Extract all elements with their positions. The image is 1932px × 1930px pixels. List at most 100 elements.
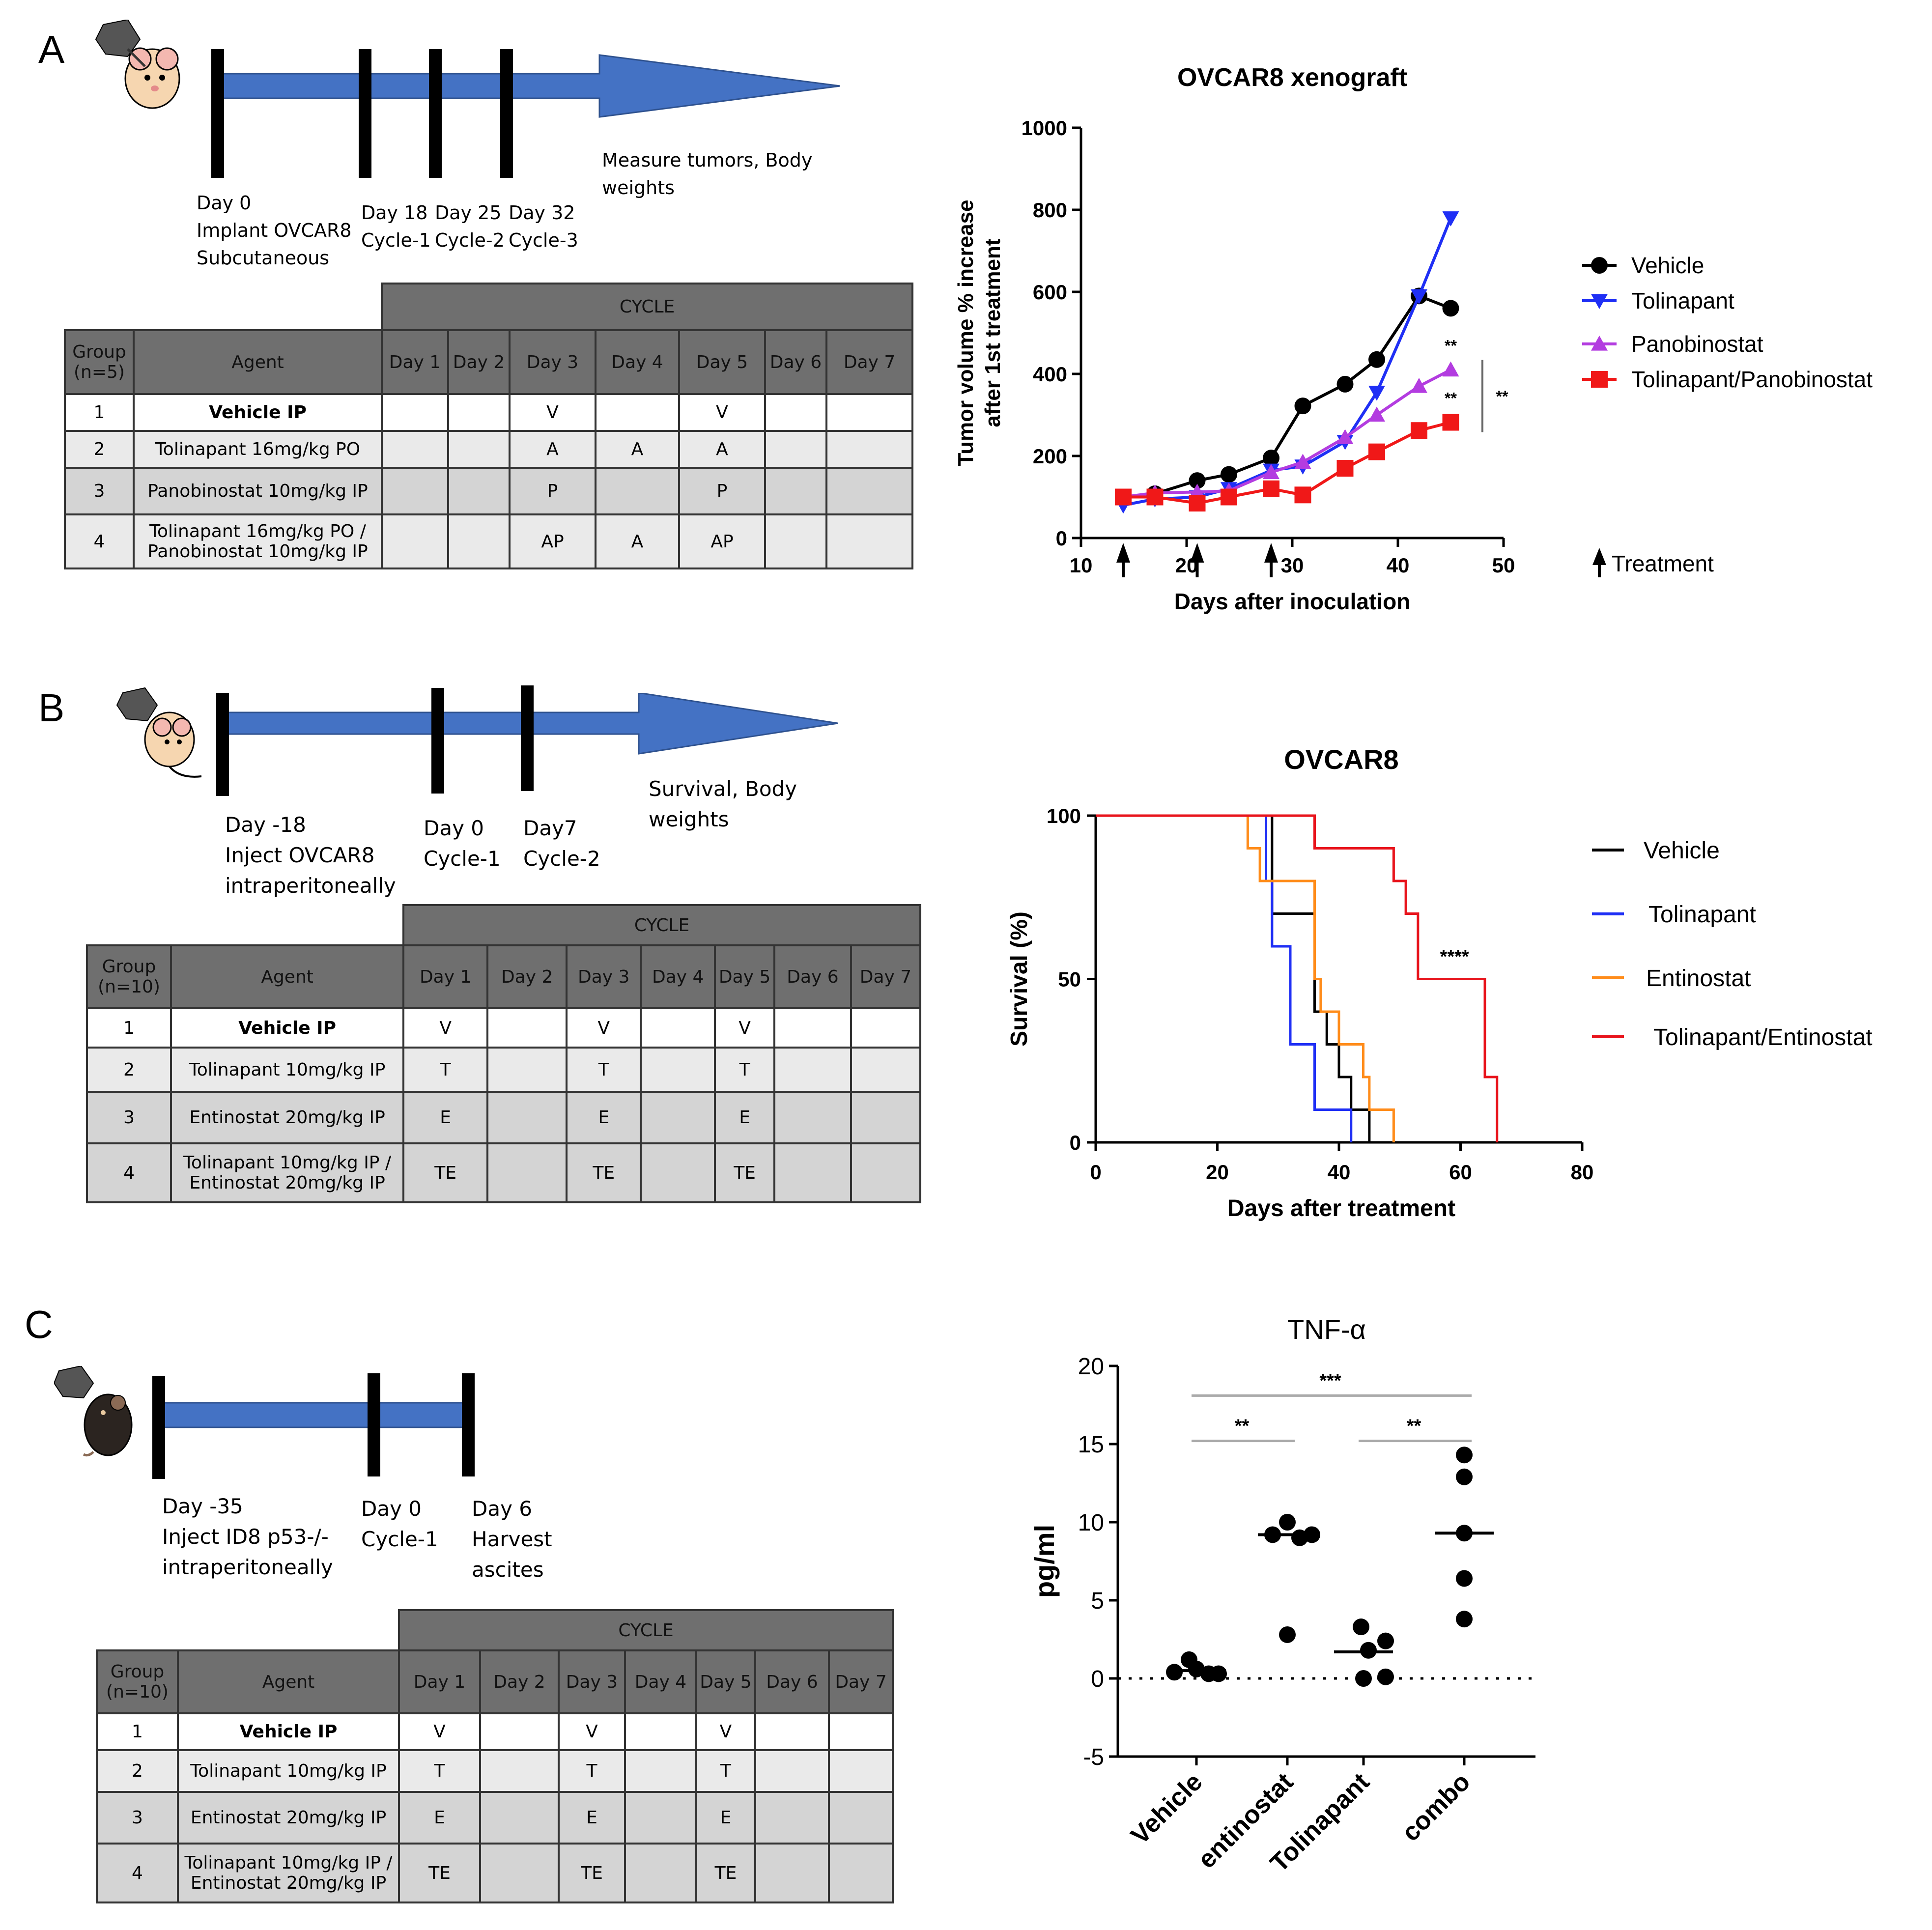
dose-cell <box>850 1047 922 1093</box>
data-point <box>1377 1632 1394 1649</box>
y-tick-label: 0 <box>1091 1666 1104 1692</box>
legend-label: Tolinapant/Entinostat <box>1653 1024 1873 1050</box>
dose-cell <box>764 467 827 515</box>
dose-cell <box>825 513 914 569</box>
data-point <box>1368 443 1385 460</box>
timeline-tick <box>359 49 371 178</box>
significance-mark: **** <box>1440 946 1469 967</box>
dose-cell <box>447 393 511 432</box>
day-header: Day 3 <box>509 329 597 395</box>
survival-curve <box>1096 814 1499 1142</box>
chart-title: OVCAR8 <box>1284 744 1398 775</box>
group-cell: 4 <box>64 513 135 569</box>
dose-cell <box>850 1142 922 1203</box>
dose-cell <box>850 1007 922 1049</box>
day-header: Day 2 <box>447 329 511 395</box>
x-tick-label: 60 <box>1449 1161 1472 1184</box>
dose-cell: A <box>595 430 680 469</box>
group-cell: 1 <box>85 1007 172 1049</box>
group-cell: 1 <box>96 1712 179 1751</box>
dose-cell <box>773 1007 852 1049</box>
dose-cell: P <box>678 467 766 515</box>
day-header: Day 5 <box>695 1649 756 1714</box>
series-line <box>1123 294 1451 499</box>
timeline-tick <box>500 49 513 178</box>
dose-cell <box>381 430 449 469</box>
dose-cell <box>624 1791 697 1845</box>
x-tick-label: 80 <box>1571 1161 1594 1184</box>
y-tick-label: -5 <box>1083 1744 1104 1770</box>
data-point <box>1189 495 1206 512</box>
x-tick-label: 0 <box>1090 1161 1101 1184</box>
significance-mark: ** <box>1445 337 1457 355</box>
timeline-label: Day 25 Cycle-2 <box>435 202 505 251</box>
agent-cell: Panobinostat 10mg/kg IP <box>133 467 383 515</box>
significance-mark: ** <box>1407 1416 1421 1437</box>
data-point <box>1263 480 1279 497</box>
group-cell: 4 <box>96 1843 179 1903</box>
chart-b-survival: OVCAR8 0 50 100 0 20 40 60 80 Days after treatmen… <box>1006 744 1873 1221</box>
day-header: Day 3 <box>558 1649 626 1714</box>
day-header: Day 6 <box>754 1649 830 1714</box>
dose-cell: A <box>595 513 680 569</box>
dose-cell <box>773 1142 852 1203</box>
dose-cell <box>827 1749 894 1793</box>
data-point <box>1210 1665 1227 1682</box>
dose-cell <box>827 1791 894 1845</box>
dose-cell: TE <box>402 1142 489 1203</box>
dose-cell <box>640 1047 716 1093</box>
dose-cell <box>754 1791 830 1845</box>
data-point <box>1355 1670 1372 1687</box>
group-cell: 2 <box>64 430 135 469</box>
legend-label: Tolinapant <box>1648 902 1756 928</box>
dose-cell: E <box>714 1091 775 1144</box>
cycle-header: CYCLE <box>398 1609 894 1651</box>
data-point <box>1336 460 1354 477</box>
data-point <box>1456 1611 1473 1628</box>
data-point <box>1115 488 1132 506</box>
dose-cell: E <box>558 1791 626 1845</box>
data-point <box>1442 300 1459 317</box>
agent-cell: Tolinapant 10mg/kg IP / Entinostat 20mg/k… <box>177 1843 400 1903</box>
group-cell: 2 <box>96 1749 179 1793</box>
treatment-legend-label: Treatment <box>1612 551 1714 576</box>
group-header: Group (n=10) <box>96 1649 179 1714</box>
x-tick-label: 40 <box>1328 1161 1351 1184</box>
timeline-label: Day 0 Cycle-1 <box>424 816 501 871</box>
agent-cell: Vehicle IP <box>177 1712 400 1751</box>
dose-cell: E <box>402 1091 489 1144</box>
dose-cell <box>640 1007 716 1049</box>
data-point <box>1189 472 1206 489</box>
day-header: Day 2 <box>486 944 568 1009</box>
schedule-table-a: CYCLE Group (n=5) Agent Day 1 Day 2 Day 3… <box>64 283 914 569</box>
x-tick-label: 20 <box>1206 1161 1229 1184</box>
dose-cell <box>825 467 914 515</box>
y-tick-label: 15 <box>1078 1432 1104 1458</box>
day-header: Day 6 <box>764 329 827 395</box>
cycle-header: CYCLE <box>380 283 914 331</box>
day-header: Day 1 <box>402 944 489 1009</box>
dose-cell: T <box>558 1749 626 1793</box>
y-tick-label: 50 <box>1058 968 1081 991</box>
y-tick-label: 800 <box>1033 199 1067 222</box>
timeline-label: Measure tumors, Body weights <box>602 149 813 199</box>
data-point <box>1166 1664 1183 1681</box>
day-header: Day 4 <box>640 944 716 1009</box>
dose-cell <box>850 1091 922 1144</box>
agent-cell: Vehicle IP <box>170 1007 405 1049</box>
dose-cell <box>825 393 914 432</box>
data-point <box>1353 1618 1369 1636</box>
dose-cell: TE <box>566 1142 642 1203</box>
agent-header: Agent <box>170 944 405 1009</box>
treatment-arrow <box>1190 543 1204 563</box>
schedule-table-c: CYCLE Group (n=10) Agent Day 1 Day 2 Day … <box>96 1609 894 1903</box>
timeline-label: Day 18 Cycle-1 <box>361 202 431 251</box>
data-point <box>1146 488 1164 506</box>
data-point <box>1456 1447 1473 1464</box>
dose-cell <box>764 393 827 432</box>
dose-cell: T <box>402 1047 489 1093</box>
dose-cell <box>447 467 511 515</box>
day-header: Day 7 <box>827 1649 894 1714</box>
y-tick-label: 100 <box>1047 804 1081 827</box>
